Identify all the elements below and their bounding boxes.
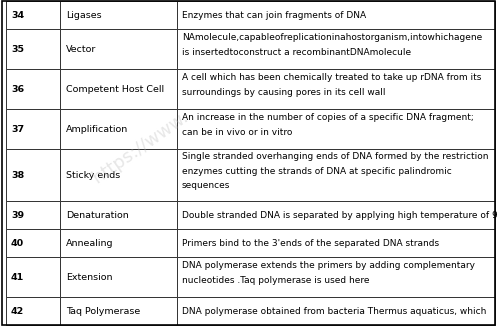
Bar (6, 109, 60, 149)
Bar (60, 229, 177, 257)
Bar (60, 297, 177, 325)
Text: 39: 39 (11, 211, 24, 219)
Text: https://www.: https://www. (88, 107, 191, 186)
Text: 37: 37 (11, 125, 24, 134)
Text: is insertedtoconstruct a recombinantDNAmolecule: is insertedtoconstruct a recombinantDNAm… (182, 48, 411, 57)
Text: Extension: Extension (66, 273, 112, 281)
Text: DNA polymerase obtained from bacteria Thermus aquaticus, which: DNA polymerase obtained from bacteria Th… (182, 306, 487, 316)
Text: Vector: Vector (66, 45, 96, 53)
Bar (6, 149, 60, 201)
Text: Annealing: Annealing (66, 239, 113, 247)
Text: nucleotides .Taq polymerase is used here: nucleotides .Taq polymerase is used here (182, 276, 369, 285)
Text: 41: 41 (11, 273, 24, 281)
Bar (177, 109, 495, 149)
Text: DNA polymerase extends the primers by adding complementary: DNA polymerase extends the primers by ad… (182, 261, 475, 270)
Bar (60, 109, 177, 149)
Text: NAmolecule,capableofreplicationinahostorganism,intowhichagene: NAmolecule,capableofreplicationinahostor… (182, 33, 482, 42)
Bar (60, 1, 177, 29)
Text: A cell which has been chemically treated to take up rDNA from its: A cell which has been chemically treated… (182, 73, 482, 82)
Bar (6, 297, 60, 325)
Text: Sticky ends: Sticky ends (66, 170, 120, 180)
Text: 38: 38 (11, 170, 24, 180)
Bar (6, 29, 60, 69)
Text: 42: 42 (11, 306, 24, 316)
Text: surroundings by causing pores in its cell wall: surroundings by causing pores in its cel… (182, 88, 386, 97)
Bar (177, 257, 495, 297)
Bar (6, 69, 60, 109)
Bar (60, 149, 177, 201)
Bar (6, 257, 60, 297)
Text: Single stranded overhanging ends of DNA formed by the restriction: Single stranded overhanging ends of DNA … (182, 153, 489, 161)
Bar (60, 257, 177, 297)
Text: Enzymes that can join fragments of DNA: Enzymes that can join fragments of DNA (182, 10, 366, 20)
Bar (60, 69, 177, 109)
Bar (177, 297, 495, 325)
Bar (177, 1, 495, 29)
Text: An increase in the number of copies of a specific DNA fragment;: An increase in the number of copies of a… (182, 113, 474, 122)
Bar (177, 201, 495, 229)
Text: 40: 40 (11, 239, 24, 247)
Text: 34: 34 (11, 10, 24, 20)
Bar (60, 201, 177, 229)
Text: can be in vivo or in vitro: can be in vivo or in vitro (182, 128, 292, 137)
Text: 35: 35 (11, 45, 24, 53)
Bar (177, 229, 495, 257)
Text: Denaturation: Denaturation (66, 211, 129, 219)
Text: Amplification: Amplification (66, 125, 128, 134)
Bar (60, 29, 177, 69)
Text: Primers bind to the 3'ends of the separated DNA strands: Primers bind to the 3'ends of the separa… (182, 239, 439, 247)
Text: Competent Host Cell: Competent Host Cell (66, 84, 164, 94)
Text: sequences: sequences (182, 181, 231, 190)
Bar (6, 201, 60, 229)
Text: Double stranded DNA is separated by applying high temperature of 95°C: Double stranded DNA is separated by appl… (182, 211, 497, 219)
Text: Taq Polymerase: Taq Polymerase (66, 306, 140, 316)
Bar (177, 29, 495, 69)
Text: 36: 36 (11, 84, 24, 94)
Text: Ligases: Ligases (66, 10, 101, 20)
Text: enzymes cutting the strands of DNA at specific palindromic: enzymes cutting the strands of DNA at sp… (182, 167, 452, 176)
Bar (6, 1, 60, 29)
Bar (6, 229, 60, 257)
Bar (177, 149, 495, 201)
Bar (177, 69, 495, 109)
